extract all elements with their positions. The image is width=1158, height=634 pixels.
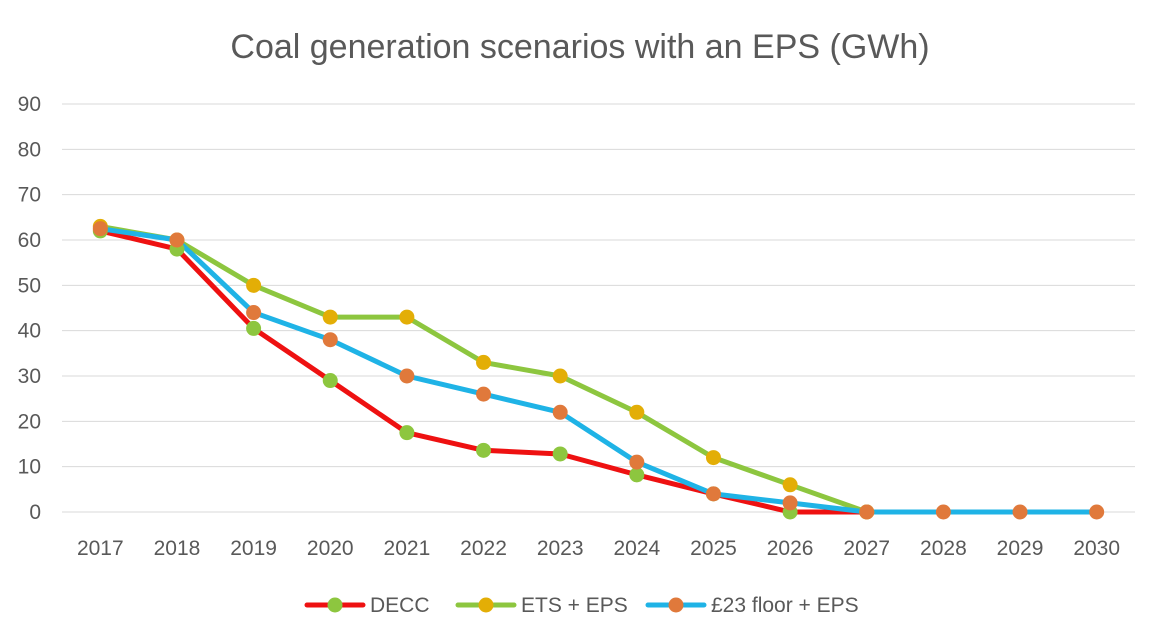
- data-point: [629, 467, 645, 483]
- data-point: [399, 309, 415, 325]
- data-point: [399, 368, 415, 384]
- legend-label: ETS + EPS: [521, 594, 628, 617]
- y-tick-label: 60: [18, 229, 41, 252]
- x-axis-ticks: 2017 2018 2019 2020 2021 2022 2023 2024 2025 2026…: [77, 537, 1120, 560]
- y-tick-label: 30: [18, 365, 41, 388]
- data-point: [935, 504, 951, 520]
- series-lines: [97, 223, 1100, 515]
- data-point: [1012, 504, 1028, 520]
- x-tick-label: 2027: [843, 537, 890, 560]
- legend: DECC ETS + EPS £23 floor + EPS: [304, 594, 859, 617]
- data-point: [629, 454, 645, 470]
- data-point: [629, 404, 645, 420]
- data-point: [552, 446, 568, 462]
- y-tick-label: 90: [18, 93, 41, 116]
- series-line: [97, 226, 1100, 515]
- y-tick-label: 10: [18, 456, 41, 479]
- x-tick-label: 2029: [997, 537, 1044, 560]
- x-tick-label: 2023: [537, 537, 584, 560]
- legend-label: £23 floor + EPS: [711, 594, 859, 617]
- x-tick-label: 2017: [77, 537, 124, 560]
- data-point: [859, 504, 875, 520]
- y-axis-ticks: 0 10 20 30 40 50 60 70 80 90: [18, 93, 41, 524]
- legend-label: DECC: [370, 594, 430, 617]
- y-tick-label: 70: [18, 184, 41, 207]
- x-tick-label: 2024: [613, 537, 660, 560]
- data-point: [246, 320, 262, 336]
- x-tick-label: 2026: [767, 537, 814, 560]
- x-tick-label: 2030: [1073, 537, 1120, 560]
- data-point: [552, 368, 568, 384]
- data-point: [322, 309, 338, 325]
- data-point: [705, 486, 721, 502]
- legend-swatch-marker: [478, 597, 494, 613]
- data-point: [169, 232, 185, 248]
- data-point: [782, 495, 798, 511]
- data-point: [399, 425, 415, 441]
- x-tick-label: 2028: [920, 537, 967, 560]
- x-tick-label: 2018: [154, 537, 201, 560]
- x-tick-label: 2025: [690, 537, 737, 560]
- data-point: [246, 305, 262, 321]
- chart-title: Coal generation scenarios with an EPS (G…: [230, 28, 929, 66]
- data-point: [476, 386, 492, 402]
- gridlines: [62, 103, 1135, 513]
- data-point: [476, 442, 492, 458]
- x-tick-label: 2022: [460, 537, 507, 560]
- legend-swatch-marker: [327, 597, 343, 613]
- data-point: [246, 277, 262, 293]
- y-tick-label: 80: [18, 138, 41, 161]
- y-tick-label: 40: [18, 320, 41, 343]
- data-point: [782, 477, 798, 493]
- x-tick-label: 2021: [384, 537, 431, 560]
- y-tick-label: 20: [18, 410, 41, 433]
- data-point: [92, 221, 108, 237]
- series-markers: [92, 218, 1105, 520]
- data-point: [322, 332, 338, 348]
- data-point: [1089, 504, 1105, 520]
- y-tick-label: 0: [29, 501, 41, 524]
- y-tick-label: 50: [18, 274, 41, 297]
- data-point: [476, 354, 492, 370]
- data-point: [552, 404, 568, 420]
- x-tick-label: 2020: [307, 537, 354, 560]
- legend-swatch-marker: [668, 597, 684, 613]
- data-point: [705, 450, 721, 466]
- data-point: [322, 373, 338, 389]
- x-tick-label: 2019: [230, 537, 277, 560]
